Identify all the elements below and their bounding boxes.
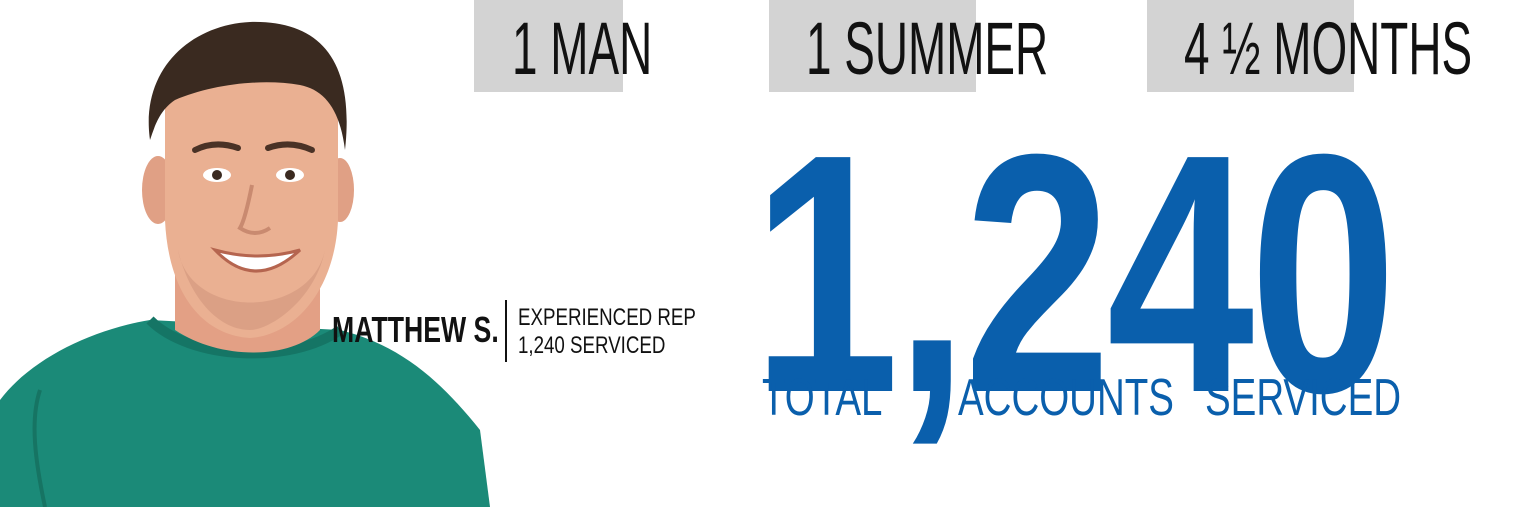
total-accounts-number: 1,240: [752, 84, 1397, 464]
person-role: EXPERIENCED REP: [518, 304, 696, 331]
person-serviced-count: 1,240 SERVICED: [518, 332, 666, 359]
stat-word-serviced: SERVICED: [1205, 369, 1402, 427]
tag-months: 4 ½ MONTHS: [1184, 7, 1473, 90]
tag-background-months: [1147, 0, 1354, 92]
tag-background-summer: [769, 0, 976, 92]
name-divider: [505, 300, 507, 362]
portrait-photo: [0, 0, 500, 507]
stat-word-total: TOTAL: [762, 369, 883, 427]
stat-word-accounts: ACCOUNTS: [958, 369, 1174, 427]
person-name: MATTHEW S.: [332, 309, 499, 350]
tag-man: 1 MAN: [512, 7, 653, 90]
tag-background-man: [474, 0, 623, 92]
tag-summer: 1 SUMMER: [806, 7, 1049, 90]
